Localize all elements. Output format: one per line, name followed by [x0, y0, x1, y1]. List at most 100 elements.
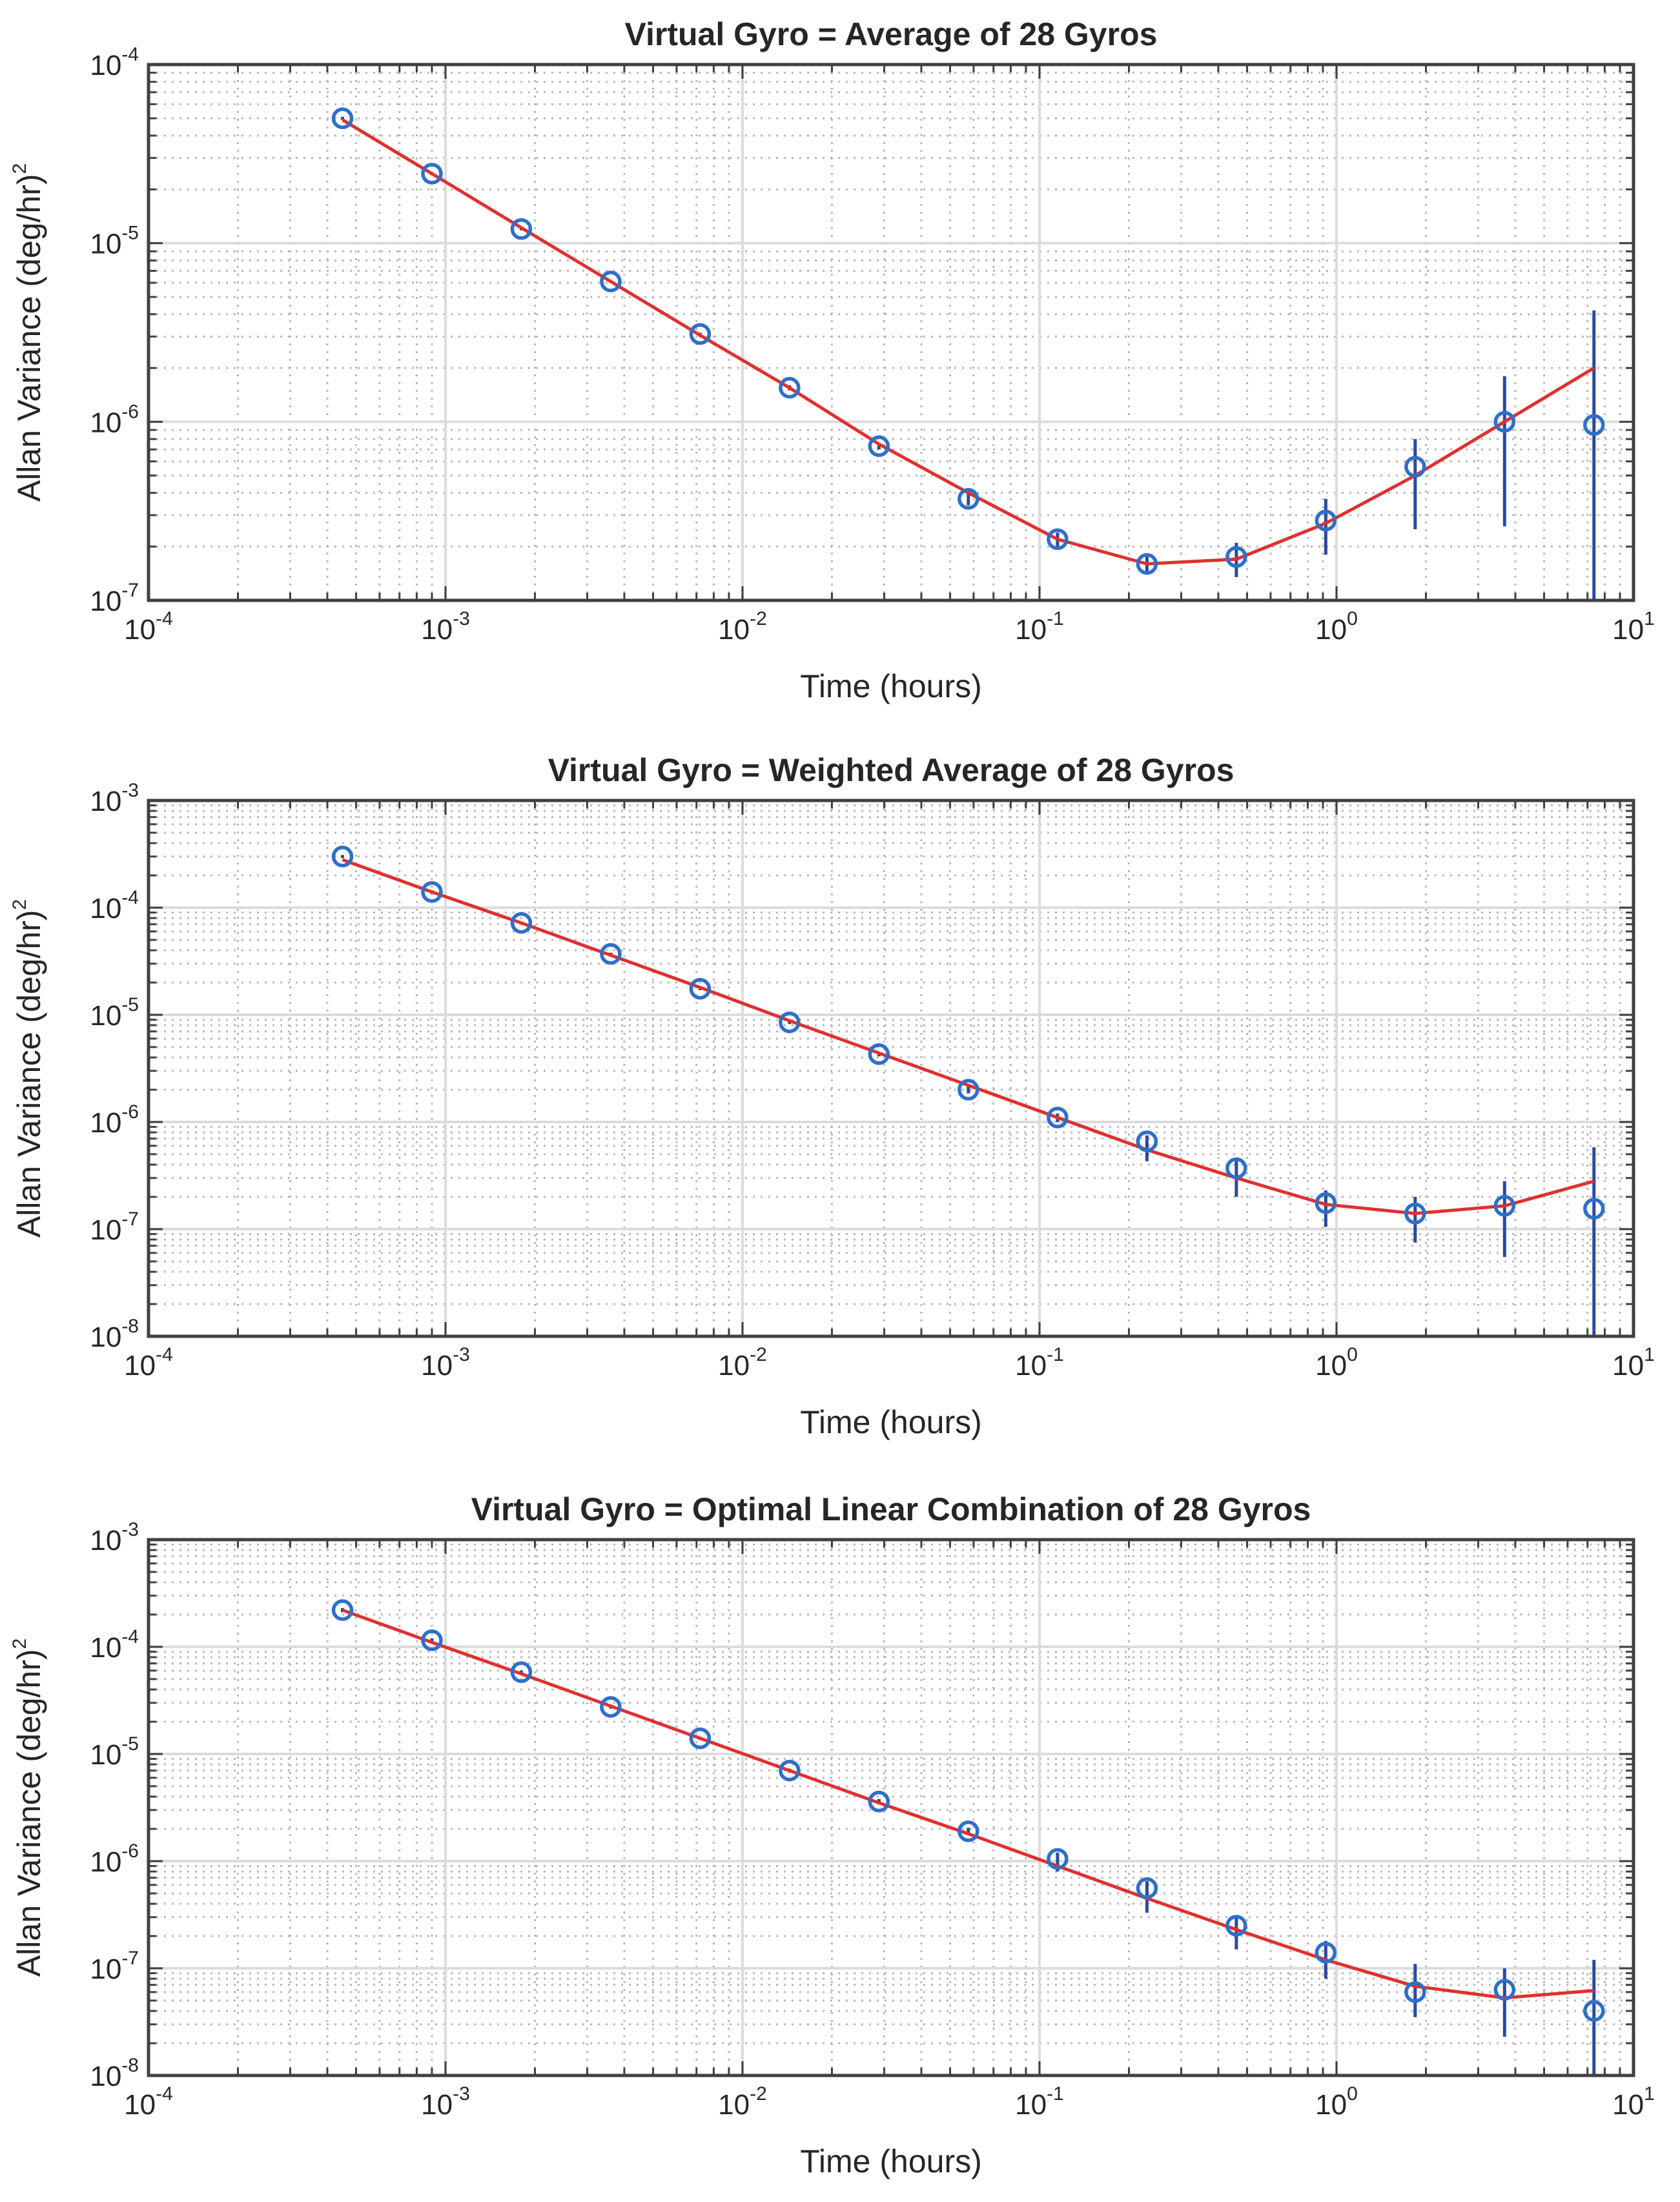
x-tick-label: 10-3 — [421, 608, 470, 646]
y-tick-label: 10-4 — [90, 1626, 139, 1664]
x-tick-label: 100 — [1315, 2083, 1358, 2121]
data-point — [1136, 1877, 1158, 1899]
plot-area — [149, 800, 1634, 1336]
data-point — [779, 1011, 801, 1034]
data-point — [1583, 414, 1605, 436]
x-axis-label: Time (hours) — [800, 2143, 982, 2179]
x-tick-label: 10-4 — [124, 1344, 173, 1381]
data-point — [868, 435, 890, 457]
data-point — [1136, 553, 1158, 575]
data-point — [1493, 411, 1516, 433]
x-tick-label: 101 — [1612, 1344, 1655, 1381]
x-tick-label: 10-1 — [1015, 2083, 1064, 2121]
chart-panel-1: 10-4 10-3 10-2 10-1 100 101 10-7 10-6 10-5 10-4 Vi… — [9, 16, 1655, 704]
data-point — [1583, 2000, 1605, 2022]
data-point — [1047, 528, 1069, 551]
x-axis-label: Time (hours) — [800, 1404, 982, 1440]
x-tick-label: 10-4 — [124, 608, 173, 646]
data-point — [779, 1759, 801, 1782]
y-tick-label: 10-7 — [90, 580, 139, 617]
axes-box — [147, 799, 1635, 1338]
data-point — [1404, 456, 1426, 478]
axes-box — [147, 1538, 1635, 2077]
x-tick-label: 100 — [1315, 1344, 1358, 1381]
data-point — [600, 1696, 622, 1718]
x-tick-label: 101 — [1612, 608, 1655, 646]
data-point — [1047, 1106, 1069, 1128]
data-point — [421, 1629, 443, 1651]
y-tick-label: 10-3 — [90, 780, 139, 817]
y-tick-label: 10-6 — [90, 401, 139, 438]
data-point — [421, 881, 443, 903]
data-point — [958, 1820, 979, 1842]
data-point — [1583, 1198, 1605, 1220]
data-point — [1315, 1192, 1337, 1214]
data-point — [689, 323, 712, 345]
data-point — [1315, 509, 1337, 532]
x-axis-label: Time (hours) — [800, 668, 982, 704]
data-point — [331, 846, 354, 868]
data-point — [1493, 1979, 1516, 2001]
data-point — [868, 1043, 890, 1065]
data-point — [510, 1661, 533, 1684]
x-tick-label: 10-3 — [421, 1344, 470, 1381]
data-point — [958, 488, 979, 510]
y-tick-label: 10-3 — [90, 1519, 139, 1556]
data-point — [510, 912, 533, 934]
data-point — [1404, 1202, 1426, 1225]
data-point — [600, 943, 622, 965]
data-point — [779, 376, 801, 399]
data-point — [1404, 1981, 1426, 2003]
fit-line — [342, 1608, 1595, 2000]
y-tick-label: 10-4 — [90, 44, 139, 81]
chart-title: Virtual Gyro = Weighted Average of 28 Gy… — [548, 752, 1234, 788]
data-point — [868, 1790, 890, 1813]
data-point — [1136, 1130, 1158, 1152]
x-tick-label: 10-2 — [718, 2083, 767, 2121]
x-tick-label: 10-2 — [718, 608, 767, 646]
fit-line — [342, 118, 1595, 566]
y-tick-label: 10-4 — [90, 887, 139, 924]
data-point — [689, 1727, 712, 1749]
x-tick-label: 100 — [1315, 608, 1358, 646]
y-tick-label: 10-5 — [90, 1733, 139, 1771]
data-point — [600, 270, 622, 292]
x-tick-label: 10-4 — [124, 2083, 173, 2121]
y-tick-label: 10-7 — [90, 1948, 139, 1985]
x-tick-label: 10-2 — [718, 1344, 767, 1381]
data-point — [510, 218, 533, 240]
chart-panel-3: 10-4 10-3 10-2 10-1 100 101 10-8 10-7 10-6 10-5 10… — [9, 1491, 1655, 2179]
chart-title: Virtual Gyro = Optimal Linear Combinatio… — [471, 1491, 1311, 1527]
x-tick-label: 10-1 — [1015, 1344, 1064, 1381]
data-point — [331, 107, 354, 130]
y-tick-label: 10-5 — [90, 223, 139, 260]
x-tick-label: 101 — [1612, 2083, 1655, 2121]
y-axis-label: Allan Variance (deg/hr)2 — [9, 163, 47, 502]
chart-title: Virtual Gyro = Average of 28 Gyros — [625, 16, 1158, 52]
y-tick-label: 10-6 — [90, 1101, 139, 1139]
data-point — [958, 1079, 979, 1101]
y-axis-label: Allan Variance (deg/hr)2 — [9, 1638, 47, 1977]
data-point — [1493, 1195, 1516, 1217]
x-tick-label: 10-1 — [1015, 608, 1064, 646]
fit-line — [342, 858, 1595, 1216]
y-tick-label: 10-6 — [90, 1840, 139, 1878]
data-point — [1225, 1157, 1247, 1179]
chart-panel-2: 10-4 10-3 10-2 10-1 100 101 10-8 10-7 10-6 10-5 10… — [9, 752, 1655, 1440]
data-point — [1315, 1941, 1337, 1964]
data-point — [1225, 1915, 1247, 1937]
y-tick-label: 10-8 — [90, 2055, 139, 2092]
y-tick-label: 10-5 — [90, 994, 139, 1032]
plot-area — [149, 65, 1634, 600]
data-point — [421, 163, 443, 185]
x-tick-label: 10-3 — [421, 2083, 470, 2121]
data-point — [1047, 1848, 1069, 1870]
axes-box — [147, 63, 1635, 602]
data-point — [689, 977, 712, 1000]
y-axis-label: Allan Variance (deg/hr)2 — [9, 899, 47, 1238]
data-point — [331, 1599, 354, 1621]
y-tick-label: 10-7 — [90, 1208, 139, 1246]
data-point — [1225, 546, 1247, 568]
